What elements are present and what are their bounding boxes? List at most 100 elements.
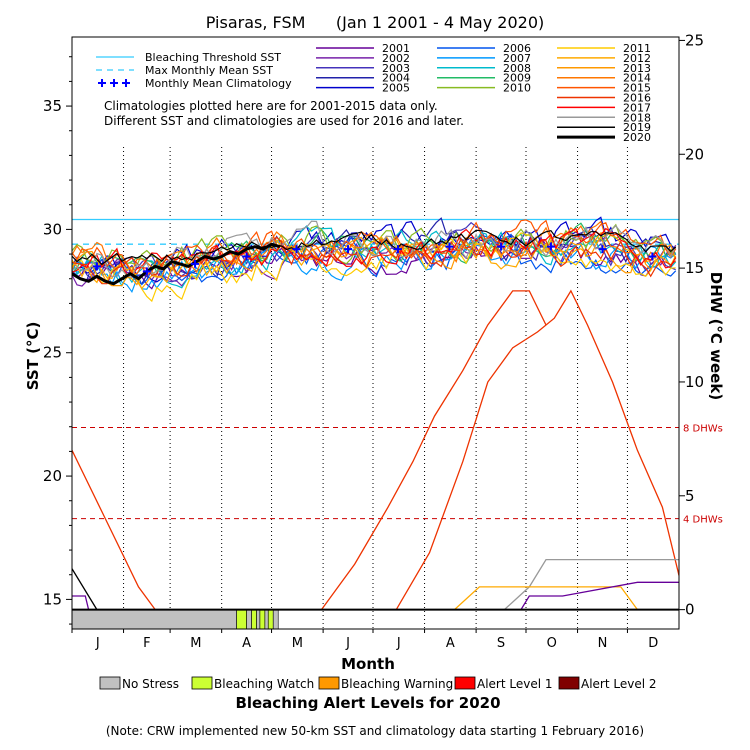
alert-legend-swatch	[454, 676, 476, 690]
dhw-level-label: 4 DHWs	[683, 515, 723, 526]
month-label: M	[190, 636, 201, 651]
dhw-series	[320, 290, 547, 610]
legend-year-label: 2014	[623, 72, 651, 85]
sst-series-2018	[72, 220, 677, 279]
climatology-point	[445, 242, 454, 251]
climatology-point	[598, 245, 607, 254]
plot-area: 8 DHWs 4 DHWs 15 20 25 30 35 0 5 10 15 20 25 J F M A M J J A…	[43, 31, 723, 651]
y-tick-label-right: 25	[685, 31, 704, 49]
legend-cross	[98, 79, 106, 87]
alert-legend-swatch	[558, 676, 580, 690]
y-tick-label-left: 35	[43, 97, 62, 115]
climatology-point	[497, 242, 506, 251]
sst-series-2008	[72, 225, 677, 289]
climatology-point	[191, 259, 200, 268]
legend-year-label: 2010	[503, 82, 531, 95]
alert-legend-swatch	[318, 676, 340, 690]
month-label: M	[292, 636, 303, 651]
month-label: O	[547, 636, 557, 651]
plot-frame	[71, 36, 680, 630]
legend-year-label: 2003	[382, 62, 410, 75]
y-tick-label-left: 20	[43, 467, 62, 485]
dhw-series	[454, 586, 638, 611]
climatology-note-2: Different SST and climatologies are used…	[104, 114, 464, 128]
y-tick-label-right: 15	[685, 259, 704, 277]
footnote: (Note: CRW implemented new 50-km SST and…	[106, 724, 644, 738]
alert-legend-label: Alert Level 1	[477, 677, 553, 691]
month-label: J	[345, 636, 350, 651]
y-axis-label-left: SST (°C)	[24, 322, 42, 391]
legend-ref-label: Monthly Mean Climatology	[145, 77, 292, 90]
climatology-point	[292, 245, 301, 254]
legend-year-label: 2016	[623, 92, 651, 105]
alert-segment	[256, 609, 261, 629]
climatology-point	[242, 252, 251, 261]
dhw-series	[72, 581, 679, 611]
month-label: D	[648, 636, 658, 651]
legend-cross	[122, 79, 130, 87]
y-tick-label-left: 15	[43, 590, 62, 608]
sst-series-2011	[72, 232, 676, 303]
legend-year-label: 2006	[503, 42, 531, 55]
series-group	[72, 216, 679, 629]
climatology-point	[142, 267, 151, 276]
legend-year-label: 2013	[623, 62, 651, 75]
legend-year-label: 2019	[623, 121, 651, 134]
y-tick-label-right: 20	[685, 145, 704, 163]
legend-year-label: 2018	[623, 111, 651, 124]
alert-segment	[251, 609, 257, 629]
month-label: J	[396, 636, 401, 651]
alert-segment	[264, 609, 269, 629]
y-axis-label-right: DHW (°C week)	[707, 272, 725, 400]
sst-series-2020	[72, 242, 281, 286]
legend-year-label: 2005	[382, 82, 410, 95]
x-axis-label: Month	[341, 655, 395, 673]
sst-series-2013	[72, 235, 677, 287]
dhw-series	[72, 450, 189, 611]
climatology-point	[546, 242, 555, 251]
legend-year-label: 2009	[503, 72, 531, 85]
dhw-series	[72, 568, 98, 610]
alert-segment	[267, 609, 274, 629]
legend-year-label: 2015	[623, 82, 651, 95]
alert-segment	[236, 609, 247, 629]
sst-series-2017	[72, 227, 677, 276]
sst-series-2010	[72, 223, 677, 271]
y-tick-label-left: 25	[43, 344, 62, 362]
alert-segment	[72, 609, 237, 629]
dhw-level-label: 8 DHWs	[683, 423, 723, 434]
y-tick-label-right: 0	[685, 601, 695, 619]
climatology-note-1: Climatologies plotted here are for 2001-…	[104, 99, 438, 113]
alert-segment	[272, 609, 279, 629]
legend-ref-label: Bleaching Threshold SST	[145, 51, 281, 64]
sst-series-2019	[72, 229, 677, 266]
legend-year-label: 2011	[623, 42, 651, 55]
alert-segment	[246, 609, 252, 629]
legend-year-label: 2017	[623, 101, 651, 114]
dhw-series	[395, 289, 679, 610]
legend-year-label: 2020	[623, 131, 651, 144]
legend-year-label: 2008	[503, 62, 531, 75]
month-label: S	[497, 636, 505, 651]
alert-legend: No Stress Bleaching Watch Bleaching Warnin…	[99, 676, 657, 691]
sst-series-2016	[72, 234, 677, 285]
month-label: F	[143, 636, 150, 651]
climatology-point	[92, 262, 101, 271]
y-tick-label-right: 5	[685, 487, 695, 505]
alert-legend-label: No Stress	[122, 677, 179, 691]
month-label: J	[95, 636, 100, 651]
legend-cross	[110, 79, 118, 87]
legend-year-label: 2001	[382, 42, 410, 55]
legend-ref-label: Max Monthly Mean SST	[145, 64, 273, 77]
alert-legend-swatch	[99, 676, 121, 690]
legend-year-label: 2007	[503, 52, 531, 65]
chart-title: Pisaras, FSM (Jan 1 2001 - 4 May 2020)	[206, 13, 544, 32]
alert-legend-label: Bleaching Warning	[341, 677, 453, 691]
legend-year-label: 2002	[382, 52, 410, 65]
alert-legend-swatch	[191, 676, 213, 690]
climatology-point	[344, 245, 353, 254]
y-tick-label-right: 10	[685, 373, 704, 391]
month-label: A	[446, 636, 455, 651]
